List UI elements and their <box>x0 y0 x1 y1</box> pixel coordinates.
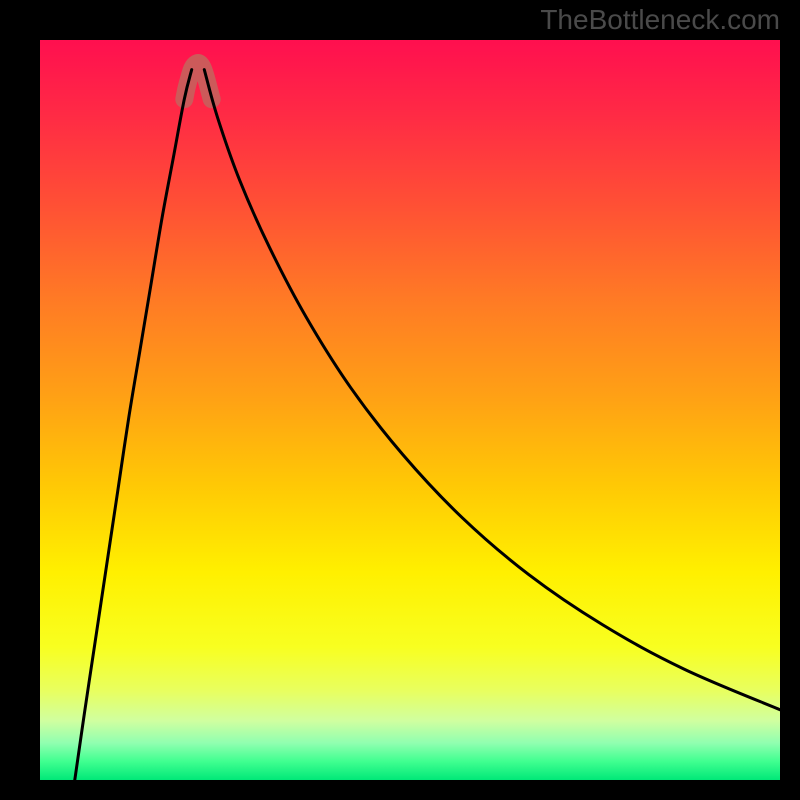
chart-container: TheBottleneck.com <box>0 0 800 800</box>
bottleneck-curve <box>40 40 780 780</box>
curve-right-branch <box>204 70 780 710</box>
plot-area <box>40 40 780 780</box>
curve-left-branch <box>75 70 192 780</box>
watermark-text: TheBottleneck.com <box>540 4 780 36</box>
